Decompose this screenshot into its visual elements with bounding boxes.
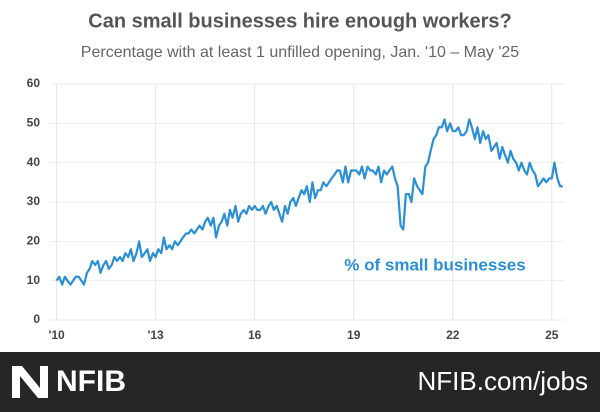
logo-icon	[12, 366, 48, 398]
chart-subtitle: Percentage with at least 1 unfilled open…	[81, 44, 519, 61]
x-tick-label: '10	[49, 328, 66, 342]
x-tick-label: 19	[347, 328, 361, 342]
y-tick-label: 30	[27, 194, 41, 208]
x-tick-label: 22	[446, 328, 460, 342]
y-tick-label: 50	[27, 116, 41, 130]
y-tick-label: 60	[27, 76, 41, 90]
y-tick-label: 20	[27, 234, 41, 248]
x-tick-label: 16	[248, 328, 262, 342]
footer-bar	[0, 352, 600, 412]
x-tick-label: 25	[545, 328, 559, 342]
y-tick-label: 10	[27, 273, 41, 287]
logo-text: NFIB	[56, 365, 126, 398]
chart-title: Can small businesses hire enough workers…	[88, 10, 511, 32]
footer-url: NFIB.com/jobs	[418, 366, 589, 396]
line	[55, 118, 563, 286]
plot-area: 0 10 20 30 40 50 60 '10 '13 16 19 22 25 % of small bu…	[27, 76, 565, 342]
series-label: % of small businesses	[344, 255, 525, 274]
y-tick-label: 40	[27, 155, 41, 169]
x-tick-label: '13	[148, 328, 165, 342]
y-tick-label: 0	[33, 312, 40, 326]
